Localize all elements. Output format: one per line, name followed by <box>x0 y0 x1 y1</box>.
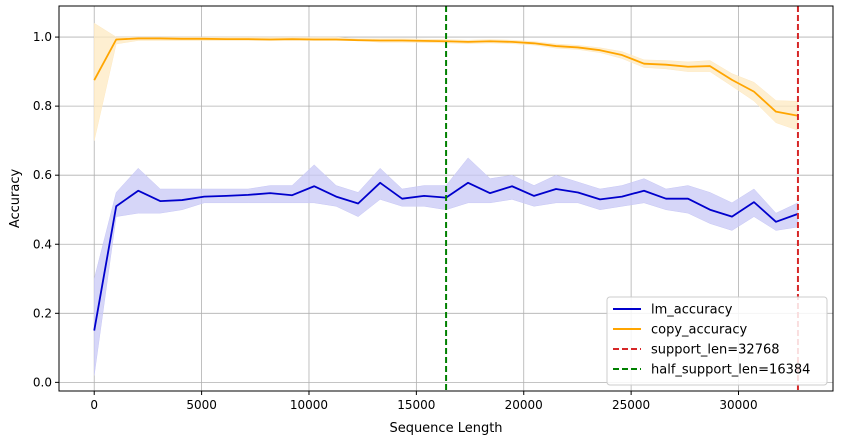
x-tick-label: 15000 <box>397 398 435 412</box>
x-tick-label: 25000 <box>612 398 650 412</box>
y-tick-label: 0.4 <box>33 237 52 251</box>
x-tick-label: 5000 <box>186 398 217 412</box>
y-tick-label: 0.0 <box>33 375 52 389</box>
legend-box <box>606 296 828 386</box>
plot-frame <box>58 5 834 392</box>
y-tick-label: 1.0 <box>33 30 52 44</box>
confidence-band-copy_accuracy <box>93 22 799 141</box>
series-line-copy_accuracy <box>93 37 799 117</box>
legend-label: lm_accuracy <box>651 303 733 318</box>
x-tick-label: 10000 <box>290 398 328 412</box>
y-tick-label: 0.6 <box>33 168 52 182</box>
y-axis-label: Accuracy <box>8 169 23 229</box>
x-axis-label: Sequence Length <box>389 421 502 436</box>
y-tick-label: 0.2 <box>33 306 52 320</box>
x-tick-label: 20000 <box>505 398 543 412</box>
y-tick-label: 0.8 <box>33 99 52 113</box>
axis-ticks: 0 5000 10000 15000 20000 25000 30000 0.0 0.2 0.4 0… <box>33 30 758 412</box>
legend-label: support_len=32768 <box>651 343 780 358</box>
legend: lm_accuracy copy_accuracy support_len=3276… <box>606 296 828 386</box>
x-tick-label: 0 <box>90 398 98 412</box>
x-tick-label: 30000 <box>719 398 757 412</box>
legend-label: copy_accuracy <box>651 323 748 338</box>
legend-label: half_support_len=16384 <box>651 363 810 378</box>
